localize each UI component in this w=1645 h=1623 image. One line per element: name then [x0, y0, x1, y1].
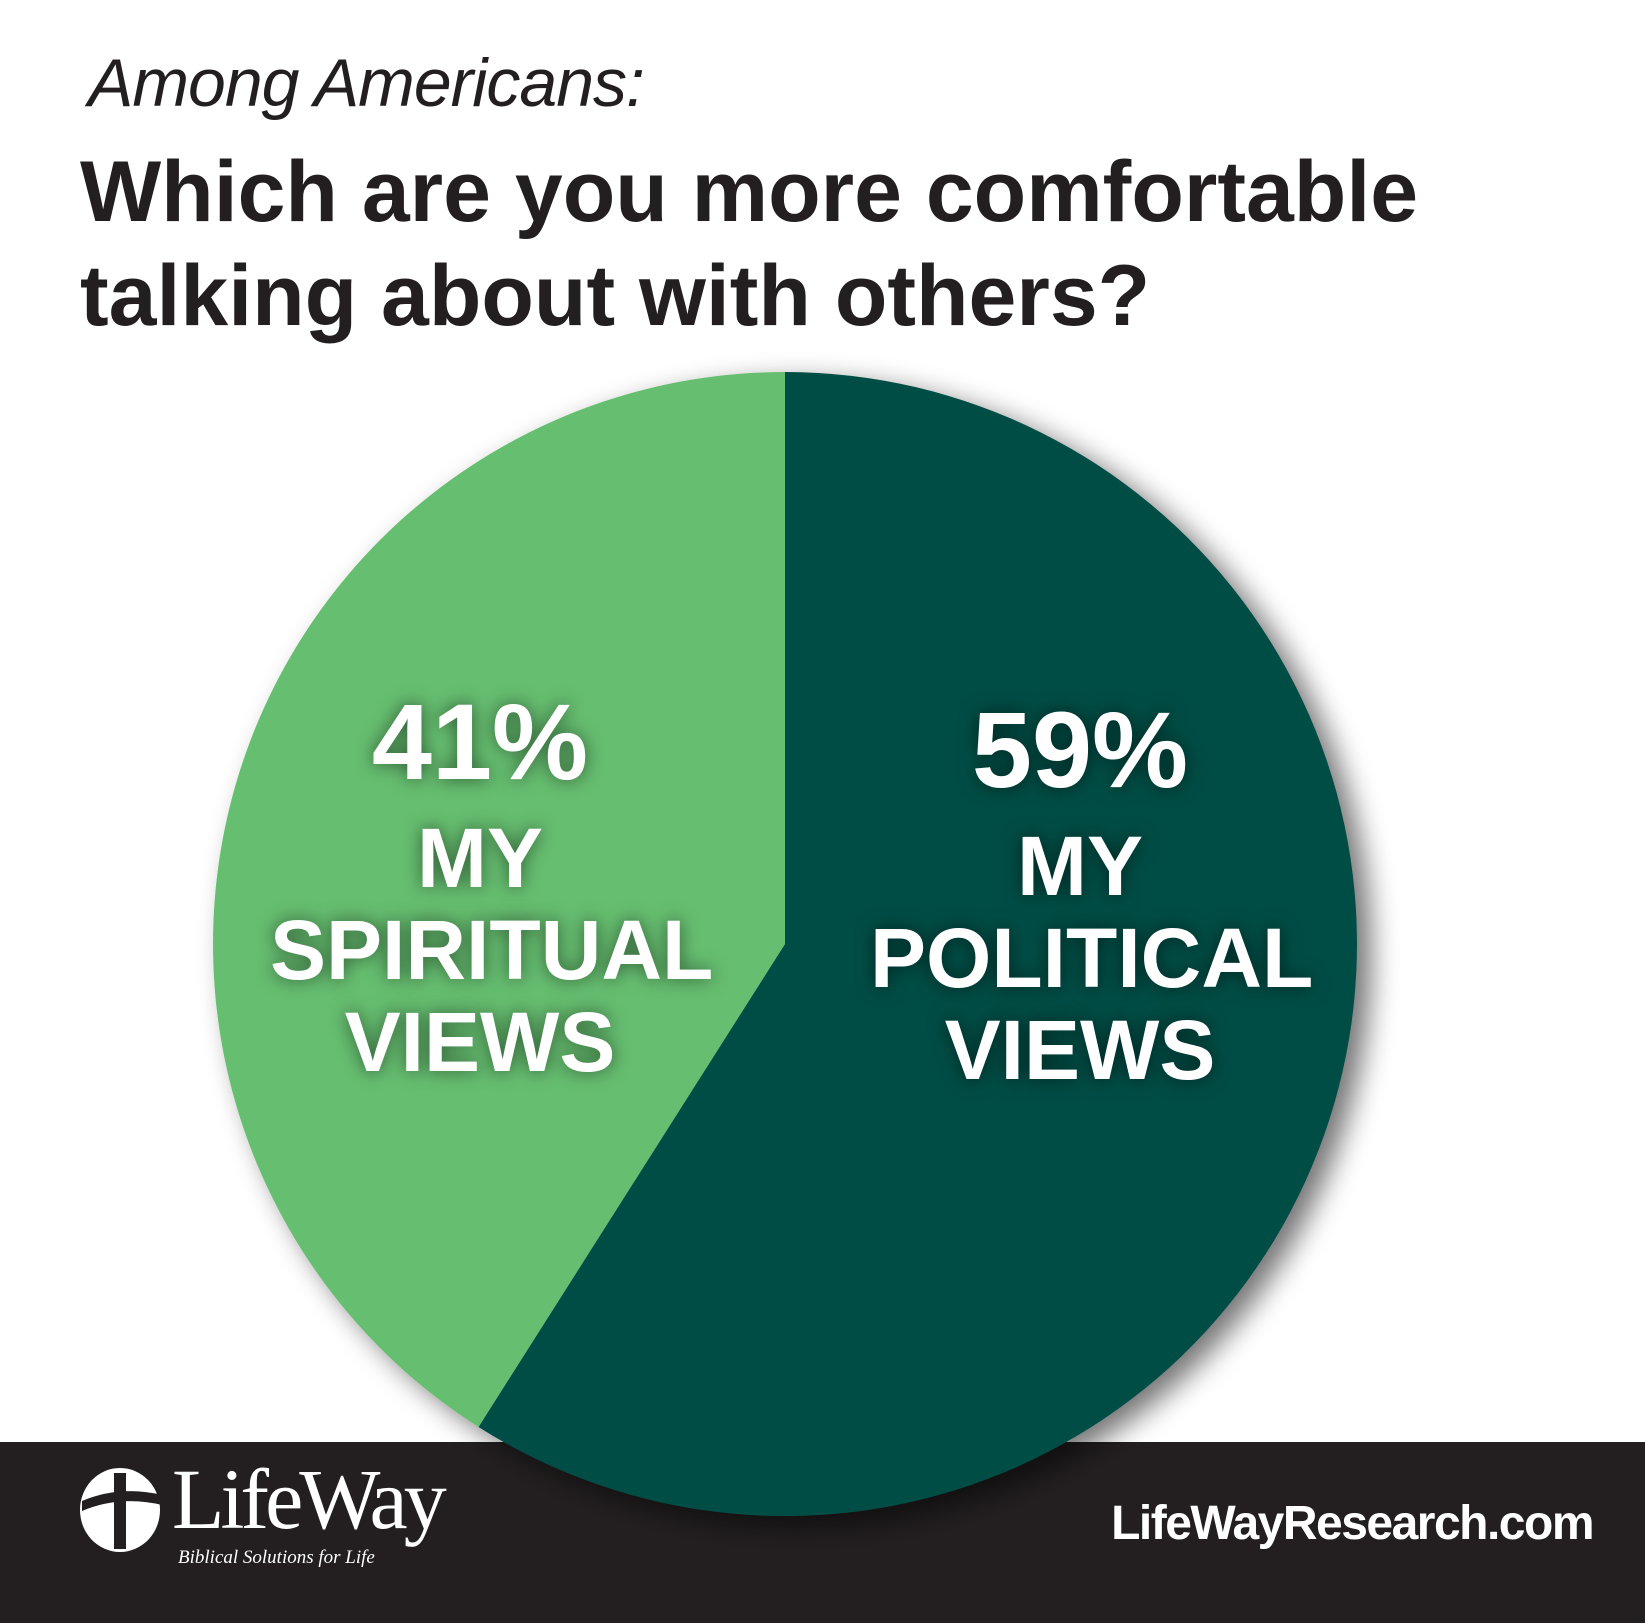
chart-title: Which are you more comfortable talking a… [80, 144, 1419, 344]
logo-wordmark: LifeWay [172, 1451, 447, 1547]
value-label-political: 59% [971, 689, 1189, 810]
website-url[interactable]: LifeWayResearch.com [1111, 1497, 1594, 1550]
logo-tagline: Biblical Solutions for Life [178, 1547, 375, 1568]
chart-subtitle: Among Americans: [88, 45, 645, 121]
category-label-political: MY POLITICAL VIEWS [870, 819, 1314, 1097]
value-label-spiritual: 41% [371, 681, 589, 802]
pie-slice-my-political-views [478, 372, 1357, 1516]
slice-label-spiritual: 41% MY SPIRITUAL VIEWS [230, 672, 730, 1088]
slice-label-political: 59% MY POLITICAL VIEWS [830, 680, 1330, 1096]
pie-slice-my-spiritual-views [213, 372, 785, 1427]
lifeway-logo: LifeWay Biblical Solutions for Life [78, 1451, 447, 1568]
category-label-spiritual: MY SPIRITUAL VIEWS [270, 811, 714, 1089]
cross-circle-icon [80, 1468, 162, 1552]
